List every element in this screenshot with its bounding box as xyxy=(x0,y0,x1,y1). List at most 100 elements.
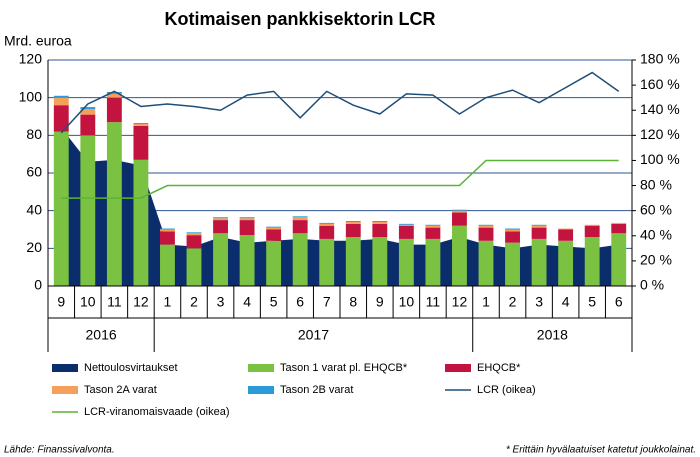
x-tick-label: 1 xyxy=(482,294,490,310)
bar xyxy=(133,124,149,126)
x-tick-label: 5 xyxy=(588,294,596,310)
bar xyxy=(584,237,600,286)
bar xyxy=(80,114,96,136)
x-tick-label: 2 xyxy=(509,294,517,310)
bar xyxy=(425,238,441,286)
x-tick-label: 9 xyxy=(57,294,65,310)
bar xyxy=(319,222,335,224)
legend-label: LCR (oikea) xyxy=(477,384,536,396)
bar xyxy=(239,218,255,221)
bar xyxy=(213,217,228,219)
y2-tick-label: 40 % xyxy=(640,226,672,242)
bar xyxy=(80,108,96,115)
y-tick-label: 100 xyxy=(19,88,43,104)
year-label: 2017 xyxy=(298,327,329,343)
x-tick-label: 10 xyxy=(80,294,96,310)
x-tick-label: 11 xyxy=(107,294,122,310)
bar xyxy=(505,229,520,232)
bar xyxy=(584,225,600,238)
bar xyxy=(106,93,122,98)
bar xyxy=(266,229,282,241)
bar xyxy=(398,225,414,239)
bar xyxy=(452,212,467,226)
bar xyxy=(452,225,467,286)
bar xyxy=(558,228,574,230)
bar xyxy=(106,92,122,94)
bar xyxy=(106,122,122,287)
y-tick-label: 60 xyxy=(26,164,42,180)
bar xyxy=(372,237,388,286)
x-tick-label: 12 xyxy=(452,294,468,310)
bar xyxy=(478,240,494,286)
bar xyxy=(213,220,228,234)
bar xyxy=(345,221,361,224)
bar xyxy=(505,231,520,243)
chart-title: Kotimaisen pankkisektorin LCR xyxy=(164,9,435,29)
bar xyxy=(425,227,441,239)
bar xyxy=(372,221,388,224)
bar xyxy=(239,235,255,286)
y2-tick-label: 100 % xyxy=(640,151,680,167)
bar xyxy=(531,225,547,228)
legend-label: Tason 1 varat pl. EHQCB* xyxy=(280,362,408,374)
bar xyxy=(186,233,202,236)
legend-swatch xyxy=(248,386,274,394)
bar xyxy=(106,97,122,123)
bar xyxy=(398,238,414,286)
bar xyxy=(531,227,547,239)
bar xyxy=(160,231,175,245)
x-tick-label: 11 xyxy=(426,294,441,310)
bar xyxy=(266,226,282,228)
x-tick-label: 4 xyxy=(243,294,251,310)
legend-label: EHQCB* xyxy=(477,362,521,374)
x-tick-label: 8 xyxy=(349,294,357,310)
bar xyxy=(345,223,361,238)
x-tick-label: 6 xyxy=(615,294,623,310)
bar xyxy=(53,95,69,98)
y2-tick-label: 20 % xyxy=(640,252,672,268)
bar xyxy=(584,224,600,226)
bar xyxy=(213,218,228,221)
legend-swatch xyxy=(445,364,471,372)
x-tick-label: 7 xyxy=(323,294,331,310)
bar xyxy=(611,233,627,286)
source: Lähde: Finanssivalvonta. xyxy=(4,445,115,456)
bar xyxy=(292,233,308,286)
bar xyxy=(425,225,441,228)
bar xyxy=(398,223,414,225)
legend-swatch xyxy=(52,386,78,394)
bar xyxy=(558,229,574,241)
bar xyxy=(80,135,96,286)
bar xyxy=(505,228,520,230)
bar xyxy=(186,248,202,286)
bar xyxy=(292,220,308,234)
bar xyxy=(186,232,202,234)
bar xyxy=(319,225,335,239)
bar xyxy=(292,216,308,218)
y-tick-label: 0 xyxy=(34,277,42,293)
bar xyxy=(452,210,467,213)
line xyxy=(60,71,620,134)
y2-tick-label: 120 % xyxy=(640,126,680,142)
bar xyxy=(611,222,627,224)
bar xyxy=(345,221,361,222)
bar xyxy=(266,227,282,230)
bar xyxy=(345,237,361,286)
bar xyxy=(160,244,175,286)
y-tick-label: 120 xyxy=(19,51,43,67)
line xyxy=(61,159,619,199)
y2-tick-label: 60 % xyxy=(640,201,672,217)
note: * Erittäin hyvälaatuiset katetut joukkol… xyxy=(506,445,696,456)
bar xyxy=(186,235,202,249)
bar xyxy=(266,240,282,286)
bar xyxy=(239,217,255,219)
y2-tick-label: 140 % xyxy=(640,101,680,117)
legend-swatch xyxy=(248,364,274,372)
x-tick-label: 12 xyxy=(133,294,149,310)
x-tick-label: 3 xyxy=(217,294,225,310)
y-tick-label: 20 xyxy=(26,239,42,255)
bar xyxy=(611,223,627,234)
bar xyxy=(133,159,149,286)
bar xyxy=(213,233,228,286)
